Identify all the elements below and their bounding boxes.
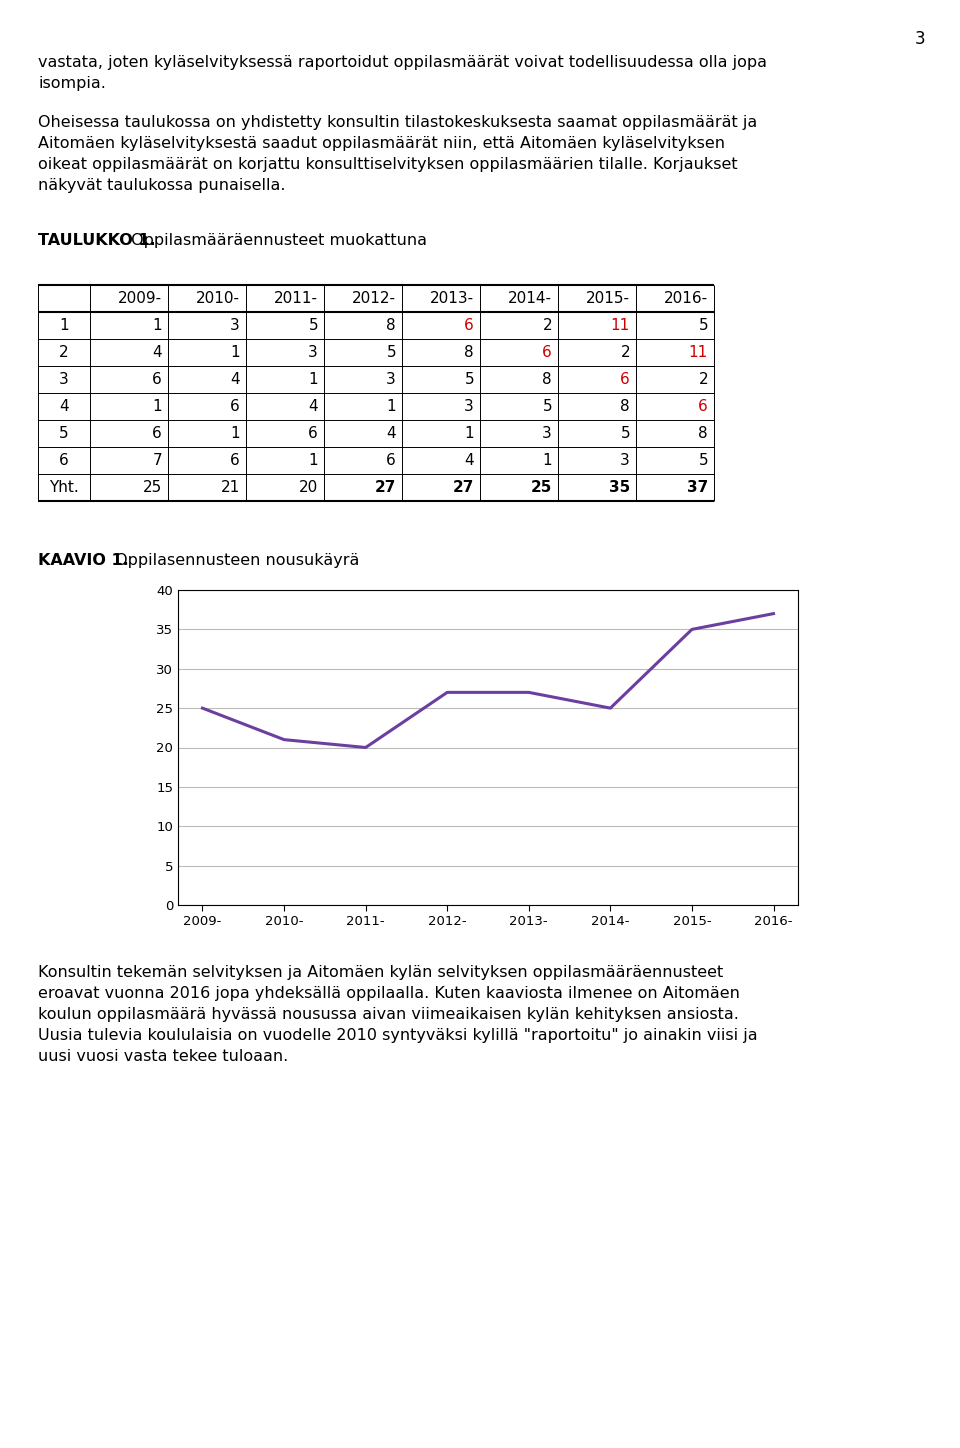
Text: 1: 1: [542, 453, 552, 468]
Text: KAAVIO 1.: KAAVIO 1.: [38, 553, 129, 568]
Text: 1: 1: [465, 426, 474, 442]
Text: 5: 5: [698, 453, 708, 468]
Text: Oppilasennusteen nousukäyrä: Oppilasennusteen nousukäyrä: [110, 553, 359, 568]
Text: 3: 3: [60, 372, 69, 387]
Text: 2016-: 2016-: [664, 291, 708, 306]
Text: 2009-: 2009-: [118, 291, 162, 306]
Text: 2: 2: [60, 345, 69, 361]
Text: Yht.: Yht.: [49, 479, 79, 495]
Text: 8: 8: [542, 372, 552, 387]
Text: 11: 11: [688, 345, 708, 361]
Text: 37: 37: [686, 479, 708, 495]
Text: 1: 1: [153, 400, 162, 414]
Text: 3: 3: [386, 372, 396, 387]
Text: 1: 1: [60, 319, 69, 333]
Text: 27: 27: [374, 479, 396, 495]
Text: 2010-: 2010-: [196, 291, 240, 306]
Text: 7: 7: [153, 453, 162, 468]
Text: TAULUKKO 1.: TAULUKKO 1.: [38, 233, 156, 248]
Text: uusi vuosi vasta tekee tuloaan.: uusi vuosi vasta tekee tuloaan.: [38, 1048, 288, 1064]
Text: 1: 1: [308, 453, 318, 468]
Text: Oppilasmääräennusteet muokattuna: Oppilasmääräennusteet muokattuna: [126, 233, 427, 248]
Text: 6: 6: [386, 453, 396, 468]
Text: 1: 1: [153, 319, 162, 333]
Text: 25: 25: [143, 479, 162, 495]
Text: 6: 6: [698, 400, 708, 414]
Text: 1: 1: [230, 345, 240, 361]
Text: 8: 8: [465, 345, 474, 361]
Text: 2014-: 2014-: [508, 291, 552, 306]
Text: 4: 4: [230, 372, 240, 387]
Text: 2013-: 2013-: [430, 291, 474, 306]
Text: Aitomäen kyläselvityksestä saadut oppilasmäärät niin, että Aitomäen kyläselvityk: Aitomäen kyläselvityksestä saadut oppila…: [38, 136, 725, 151]
Text: 11: 11: [611, 319, 630, 333]
Text: Oheisessa taulukossa on yhdistetty konsultin tilastokeskuksesta saamat oppilasmä: Oheisessa taulukossa on yhdistetty konsu…: [38, 114, 757, 130]
Text: 2015-: 2015-: [586, 291, 630, 306]
Text: Konsultin tekemän selvityksen ja Aitomäen kylän selvityksen oppilasmääräennustee: Konsultin tekemän selvityksen ja Aitomäe…: [38, 964, 723, 980]
Text: 5: 5: [465, 372, 474, 387]
Text: 2: 2: [542, 319, 552, 333]
Text: 4: 4: [308, 400, 318, 414]
Text: 6: 6: [308, 426, 318, 442]
Text: 8: 8: [620, 400, 630, 414]
Text: 20: 20: [299, 479, 318, 495]
Text: 2011-: 2011-: [274, 291, 318, 306]
Text: 25: 25: [531, 479, 552, 495]
Text: 5: 5: [308, 319, 318, 333]
Text: 2: 2: [620, 345, 630, 361]
Text: koulun oppilasmäärä hyvässä nousussa aivan viimeaikaisen kylän kehityksen ansios: koulun oppilasmäärä hyvässä nousussa aiv…: [38, 1006, 739, 1022]
Text: 2: 2: [698, 372, 708, 387]
Text: 6: 6: [60, 453, 69, 468]
Text: 3: 3: [230, 319, 240, 333]
Text: 4: 4: [386, 426, 396, 442]
Text: 2012-: 2012-: [352, 291, 396, 306]
Text: 1: 1: [308, 372, 318, 387]
Text: isompia.: isompia.: [38, 75, 106, 91]
Text: 5: 5: [542, 400, 552, 414]
Text: 5: 5: [386, 345, 396, 361]
Text: 6: 6: [230, 400, 240, 414]
Text: 3: 3: [620, 453, 630, 468]
Text: 5: 5: [620, 426, 630, 442]
Text: 4: 4: [60, 400, 69, 414]
Text: 8: 8: [386, 319, 396, 333]
Text: 1: 1: [230, 426, 240, 442]
Text: 6: 6: [620, 372, 630, 387]
Text: 1: 1: [386, 400, 396, 414]
Text: oikeat oppilasmäärät on korjattu konsulttiselvityksen oppilasmäärien tilalle. Ko: oikeat oppilasmäärät on korjattu konsult…: [38, 156, 737, 172]
Text: 4: 4: [153, 345, 162, 361]
Text: 8: 8: [698, 426, 708, 442]
Text: 35: 35: [609, 479, 630, 495]
Text: 6: 6: [153, 426, 162, 442]
Text: eroavat vuonna 2016 jopa yhdeksällä oppilaalla. Kuten kaaviosta ilmenee on Aitom: eroavat vuonna 2016 jopa yhdeksällä oppi…: [38, 986, 740, 1001]
Text: 27: 27: [452, 479, 474, 495]
Text: 4: 4: [465, 453, 474, 468]
Text: 6: 6: [153, 372, 162, 387]
Text: 3: 3: [542, 426, 552, 442]
Text: 3: 3: [914, 30, 925, 48]
Text: 5: 5: [60, 426, 69, 442]
Text: 5: 5: [698, 319, 708, 333]
Text: 6: 6: [465, 319, 474, 333]
Text: 3: 3: [465, 400, 474, 414]
Text: Uusia tulevia koululaisia on vuodelle 2010 syntyväksi kylillä "raportoitu" jo ai: Uusia tulevia koululaisia on vuodelle 20…: [38, 1028, 757, 1043]
Text: 21: 21: [221, 479, 240, 495]
Text: 6: 6: [230, 453, 240, 468]
Text: 3: 3: [308, 345, 318, 361]
Text: näkyvät taulukossa punaisella.: näkyvät taulukossa punaisella.: [38, 178, 285, 193]
Text: 6: 6: [542, 345, 552, 361]
Text: vastata, joten kyläselvityksessä raportoidut oppilasmäärät voivat todellisuudess: vastata, joten kyläselvityksessä raporto…: [38, 55, 767, 70]
